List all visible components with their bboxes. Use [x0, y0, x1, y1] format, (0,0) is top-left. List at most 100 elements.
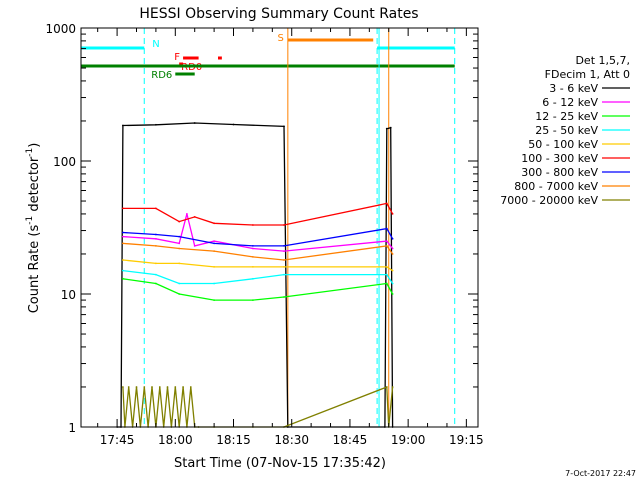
- series-point: [193, 245, 196, 247]
- series-point: [252, 256, 254, 258]
- series-point: [155, 273, 157, 276]
- legend-header-line1: Det 1,5,7,: [575, 54, 630, 67]
- series-line: [122, 278, 394, 301]
- series-point: [391, 213, 394, 215]
- series-point: [391, 253, 394, 255]
- series-line: [122, 202, 394, 226]
- x-tick-label: 17:45: [100, 433, 135, 447]
- series-point: [178, 282, 181, 285]
- series-point: [283, 224, 285, 226]
- series-point: [189, 386, 192, 388]
- series-point: [122, 231, 124, 234]
- series-point: [385, 127, 388, 130]
- series-point: [178, 235, 181, 238]
- series-point: [252, 266, 254, 268]
- series-line: [122, 227, 394, 247]
- series-point: [385, 240, 388, 243]
- x-axis-ticks: 17:45 18:00 18:15 18:30 18:45 19:00 19:15: [97, 28, 484, 447]
- series-point: [391, 247, 394, 250]
- legend-entry-label: 25 - 50 keV: [535, 124, 598, 137]
- series-point: [213, 266, 216, 268]
- flag-label: F: [174, 52, 180, 63]
- series-point: [385, 282, 388, 285]
- series-point: [385, 202, 388, 205]
- series-point: [385, 273, 388, 276]
- x-tick-label: 18:30: [274, 433, 309, 447]
- series-point: [193, 216, 196, 218]
- series-point: [252, 247, 254, 250]
- series-layer: [116, 122, 394, 428]
- legend-entry-label: 7000 - 20000 keV: [500, 194, 598, 207]
- y-tick-label: 1: [68, 421, 76, 435]
- series-point: [122, 124, 124, 127]
- series-point: [186, 213, 188, 215]
- x-tick-label: 18:00: [158, 433, 193, 447]
- series-point: [391, 386, 394, 388]
- series-point: [174, 386, 177, 388]
- legend-entry-label: 6 - 12 keV: [542, 96, 598, 109]
- series-point: [213, 250, 216, 253]
- series-point: [182, 386, 185, 388]
- series-point: [385, 386, 388, 388]
- vertical-markers: [80, 28, 456, 427]
- series-point: [155, 233, 157, 236]
- series-point: [178, 247, 181, 250]
- series-line: [122, 269, 394, 285]
- series-point: [166, 386, 169, 388]
- series-point: [135, 386, 138, 388]
- series-point: [155, 282, 157, 285]
- series-point: [391, 237, 394, 240]
- series-point: [391, 282, 394, 285]
- y-tick-label: 100: [53, 155, 76, 169]
- series-point: [127, 386, 130, 388]
- legend-entry-label: 100 - 300 keV: [521, 152, 598, 165]
- plot-frame: [80, 27, 479, 428]
- series-point: [283, 296, 285, 298]
- series-line: [122, 242, 394, 261]
- series-point: [122, 386, 124, 388]
- flag-label: N: [152, 39, 159, 50]
- series-point: [252, 299, 254, 301]
- series-point: [213, 299, 216, 301]
- series-point: [252, 245, 254, 247]
- y-tick-label: 1000: [45, 22, 76, 36]
- series-line: [122, 386, 394, 428]
- x-tick-label: 19:15: [449, 433, 484, 447]
- series-point: [213, 222, 216, 225]
- series-point: [283, 266, 285, 268]
- y-tick-label: 10: [61, 288, 76, 302]
- y-axis-label: Count Rate (s-1 detector-1): [25, 143, 42, 314]
- series-point: [122, 235, 124, 238]
- series-line: [122, 213, 394, 252]
- series-point: [155, 237, 157, 240]
- series-point: [122, 269, 124, 272]
- series-point: [143, 386, 146, 388]
- series-point: [283, 250, 285, 253]
- legend-entry-label: 300 - 800 keV: [521, 166, 598, 179]
- series-point: [155, 245, 157, 247]
- series-point: [385, 245, 388, 247]
- series-point: [391, 293, 394, 295]
- x-tick-label: 19:00: [391, 433, 426, 447]
- chart-title: HESSI Observing Summary Count Rates: [139, 6, 418, 22]
- series-line: [122, 259, 393, 272]
- x-tick-label: 18:15: [216, 433, 251, 447]
- series-point: [213, 240, 216, 243]
- legend-header-line2: FDecim 1, Att 0: [545, 68, 630, 81]
- series-point: [158, 386, 161, 388]
- legend-entry-label: 50 - 100 keV: [528, 138, 598, 151]
- series-point: [155, 207, 157, 210]
- legend-entry-label: 3 - 6 keV: [549, 82, 598, 95]
- series-point: [122, 277, 124, 280]
- series-point: [151, 386, 153, 388]
- x-axis-label: Start Time (07-Nov-15 17:35:42): [174, 456, 386, 471]
- series-point: [391, 269, 394, 272]
- flag-label: S: [277, 33, 283, 44]
- series-point: [213, 282, 216, 285]
- series-point: [385, 266, 388, 268]
- series-point: [122, 242, 124, 245]
- series-point: [122, 207, 124, 210]
